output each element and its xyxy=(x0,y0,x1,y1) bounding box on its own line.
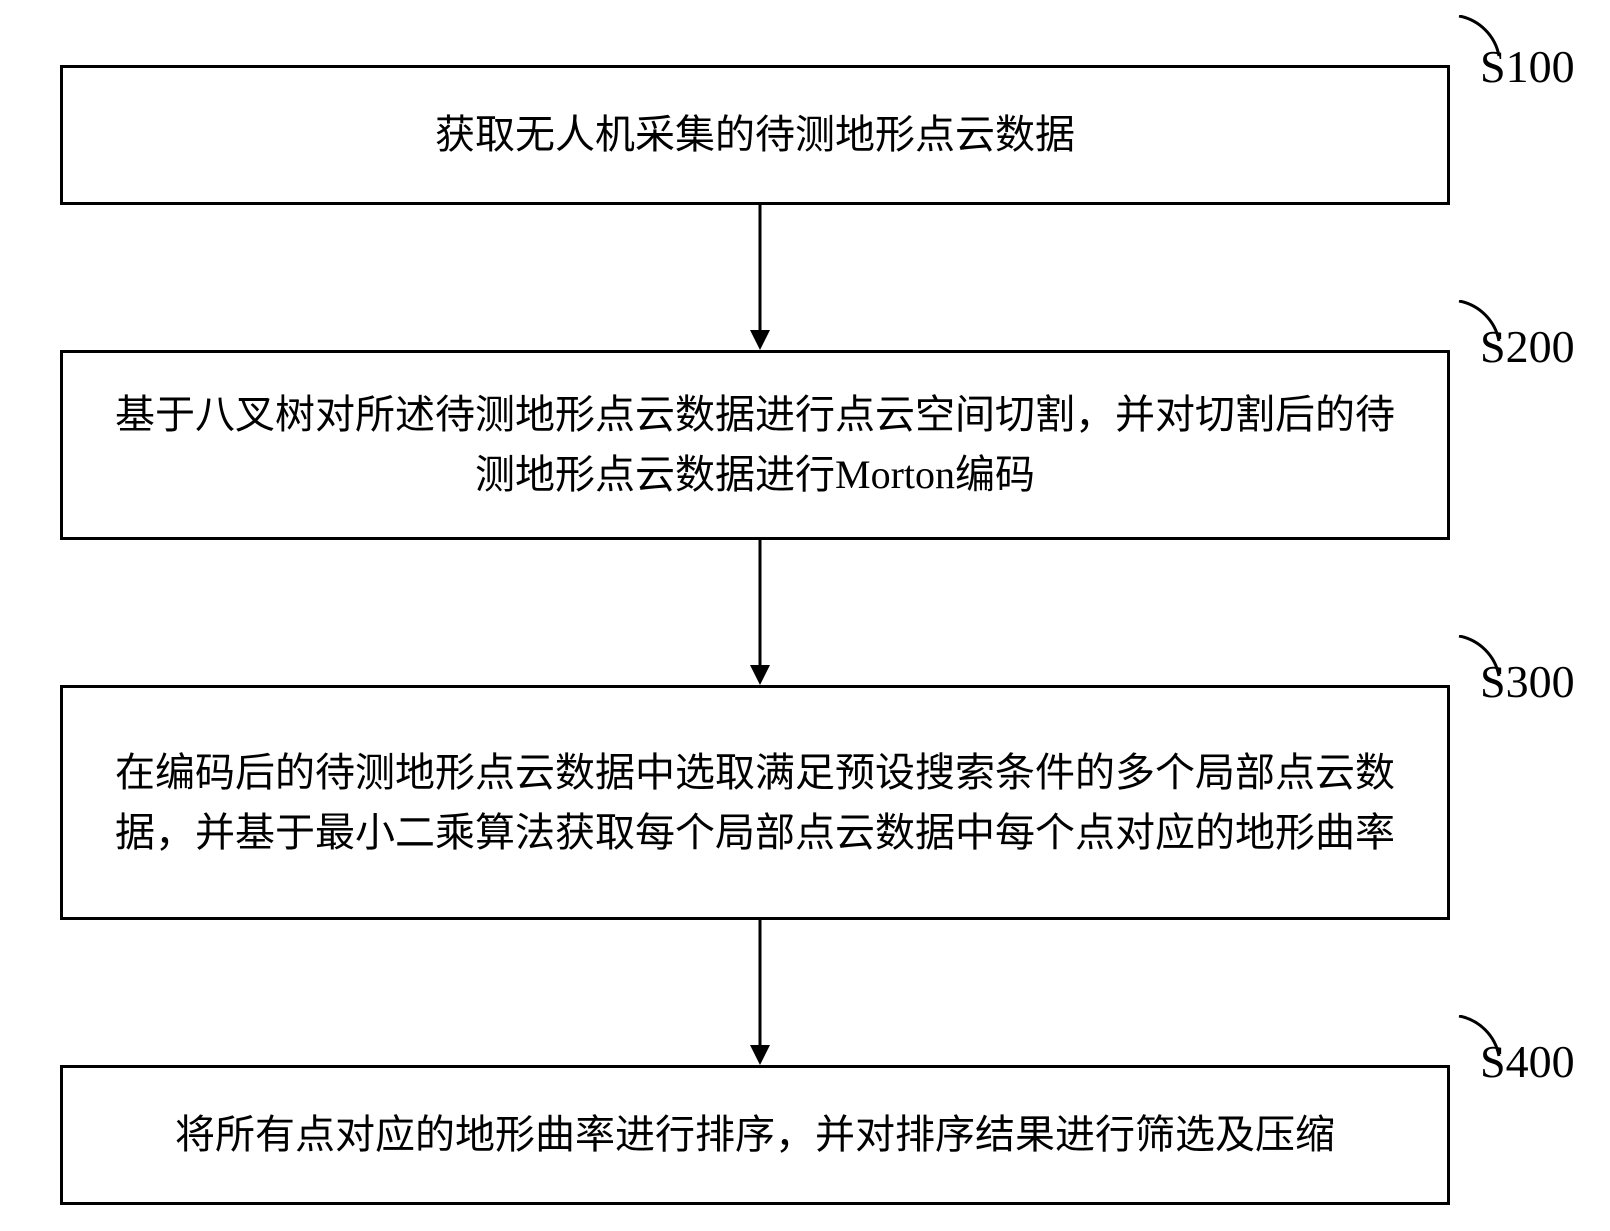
arrow-s200-s300 xyxy=(740,540,780,685)
step-label-s200: S200 xyxy=(1480,320,1575,373)
step-text-s200: 基于八叉树对所述待测地形点云数据进行点云空间切割，并对切割后的待测地形点云数据进… xyxy=(103,385,1407,505)
step-box-s300: 在编码后的待测地形点云数据中选取满足预设搜索条件的多个局部点云数据，并基于最小二… xyxy=(60,685,1450,920)
step-label-s400: S400 xyxy=(1480,1035,1575,1088)
step-label-s300: S300 xyxy=(1480,655,1575,708)
step-text-s100: 获取无人机采集的待测地形点云数据 xyxy=(435,105,1075,165)
arrow-s100-s200 xyxy=(740,205,780,350)
arrow-s300-s400 xyxy=(740,920,780,1065)
step-box-s400: 将所有点对应的地形曲率进行排序，并对排序结果进行筛选及压缩 xyxy=(60,1065,1450,1205)
step-text-s400: 将所有点对应的地形曲率进行排序，并对排序结果进行筛选及压缩 xyxy=(175,1105,1335,1165)
step-label-s100: S100 xyxy=(1480,40,1575,93)
step-text-s300: 在编码后的待测地形点云数据中选取满足预设搜索条件的多个局部点云数据，并基于最小二… xyxy=(103,743,1407,863)
step-box-s100: 获取无人机采集的待测地形点云数据 xyxy=(60,65,1450,205)
step-box-s200: 基于八叉树对所述待测地形点云数据进行点云空间切割，并对切割后的待测地形点云数据进… xyxy=(60,350,1450,540)
